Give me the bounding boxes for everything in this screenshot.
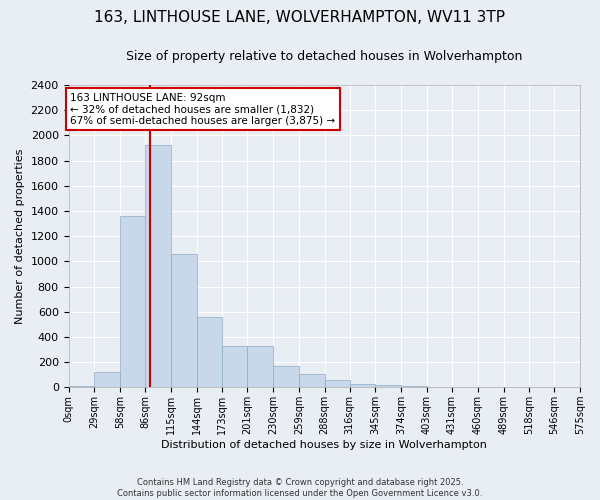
Y-axis label: Number of detached properties: Number of detached properties (15, 148, 25, 324)
Bar (94, 372, 120, 388)
Text: 163 LINTHOUSE LANE: 92sqm
← 32% of detached houses are smaller (1,832)
67% of se: 163 LINTHOUSE LANE: 92sqm ← 32% of detac… (70, 92, 335, 126)
Bar (197, 318, 223, 388)
Bar (145, 146, 171, 388)
Bar (247, 346, 273, 388)
Bar (376, 385, 401, 388)
Bar (68, 386, 94, 388)
Bar (223, 346, 247, 388)
Text: 163, LINTHOUSE LANE, WOLVERHAMPTON, WV11 3TP: 163, LINTHOUSE LANE, WOLVERHAMPTON, WV11… (95, 10, 505, 25)
Bar (120, 216, 145, 388)
Bar (325, 380, 350, 388)
X-axis label: Distribution of detached houses by size in Wolverhampton: Distribution of detached houses by size … (161, 440, 487, 450)
Title: Size of property relative to detached houses in Wolverhampton: Size of property relative to detached ho… (126, 50, 523, 63)
Bar (401, 386, 427, 388)
Text: Contains HM Land Registry data © Crown copyright and database right 2025.
Contai: Contains HM Land Registry data © Crown c… (118, 478, 482, 498)
Bar (171, 254, 197, 388)
Bar (299, 374, 325, 388)
Bar (273, 366, 299, 388)
Bar (427, 386, 452, 388)
Bar (350, 384, 376, 388)
Bar (452, 386, 478, 388)
